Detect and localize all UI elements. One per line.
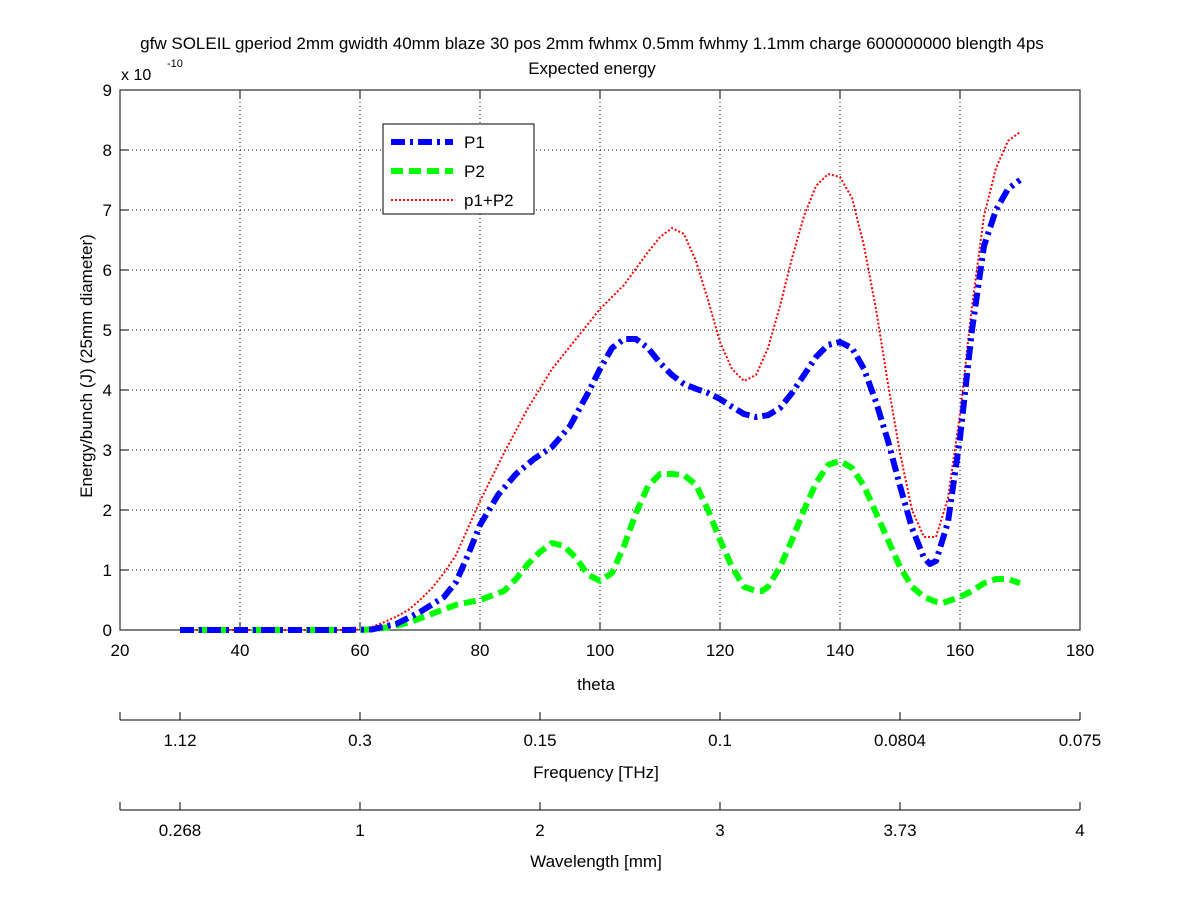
frequency-axis-tick-label: 0.1 (708, 731, 732, 750)
wavelength-axis-label: Wavelength [mm] (530, 852, 662, 871)
y-tick-label: 2 (103, 501, 112, 520)
frequency-axis-tick-label: 0.075 (1059, 731, 1102, 750)
series-group (180, 131, 1022, 633)
wavelength-axis-tick-label: 3 (715, 821, 724, 840)
x-tick-label: 180 (1066, 641, 1094, 660)
x-tick-label: 60 (351, 641, 370, 660)
x-tick-label: 40 (231, 641, 250, 660)
x-tick-label: 20 (111, 641, 130, 660)
frequency-axis-label: Frequency [THz] (533, 763, 659, 782)
wavelength-axis-tick-label: 0.268 (159, 821, 202, 840)
legend-label-p1: P1 (464, 133, 485, 152)
x-tick-label: 120 (706, 641, 734, 660)
series-line-p1 (180, 177, 1022, 633)
series-line-p2 (180, 457, 1021, 633)
y-tick-label: 1 (103, 561, 112, 580)
y-axis: 0 1 2 3 4 5 6 7 8 9 (103, 81, 1080, 640)
y-scale-base: x 10 (121, 67, 151, 84)
y-tick-label: 0 (103, 621, 112, 640)
y-tick-label: 5 (103, 321, 112, 340)
wavelength-axis: 0.268 1 2 3 3.73 4 (119, 802, 1085, 840)
wavelength-axis-tick-label: 3.73 (883, 821, 916, 840)
y-tick-label: 3 (103, 441, 112, 460)
x-tick-label: 100 (586, 641, 614, 660)
grid (120, 90, 1080, 630)
x-axis: 20 40 60 80 100 120 140 160 180 (111, 90, 1094, 660)
x-axis-label: theta (577, 675, 615, 694)
frequency-axis-tick-label: 0.15 (523, 731, 556, 750)
chart-subtitle: Expected energy (528, 59, 656, 78)
legend: P1 P2 p1+P2 (382, 123, 535, 215)
y-tick-label: 9 (103, 81, 112, 100)
x-tick-label: 140 (826, 641, 854, 660)
series-line-sum (180, 131, 1021, 631)
x-tick-label: 80 (471, 641, 490, 660)
wavelength-axis-tick-label: 1 (355, 821, 364, 840)
wavelength-axis-tick-label: 4 (1075, 821, 1084, 840)
y-scale-exponent: -10 (167, 58, 183, 70)
y-tick-label: 7 (103, 201, 112, 220)
y-tick-label: 8 (103, 141, 112, 160)
wavelength-axis-tick-label: 2 (535, 821, 544, 840)
frequency-axis-tick-label: 0.0804 (874, 731, 926, 750)
frequency-axis-tick-label: 1.12 (163, 731, 196, 750)
chart-title: gfw SOLEIL gperiod 2mm gwidth 40mm blaze… (140, 34, 1044, 53)
legend-label-p2: P2 (464, 162, 485, 181)
legend-label-p1-plus-p2: p1+P2 (464, 191, 514, 210)
y-axis-label: Energy/bunch (J) (25mm diameter) (77, 234, 96, 498)
x-tick-label: 160 (946, 641, 974, 660)
y-tick-label: 6 (103, 261, 112, 280)
y-tick-label: 4 (103, 381, 112, 400)
frequency-axis-tick-label: 0.3 (348, 731, 372, 750)
frequency-axis: 1.12 0.3 0.15 0.1 0.0804 0.075 (119, 712, 1102, 750)
